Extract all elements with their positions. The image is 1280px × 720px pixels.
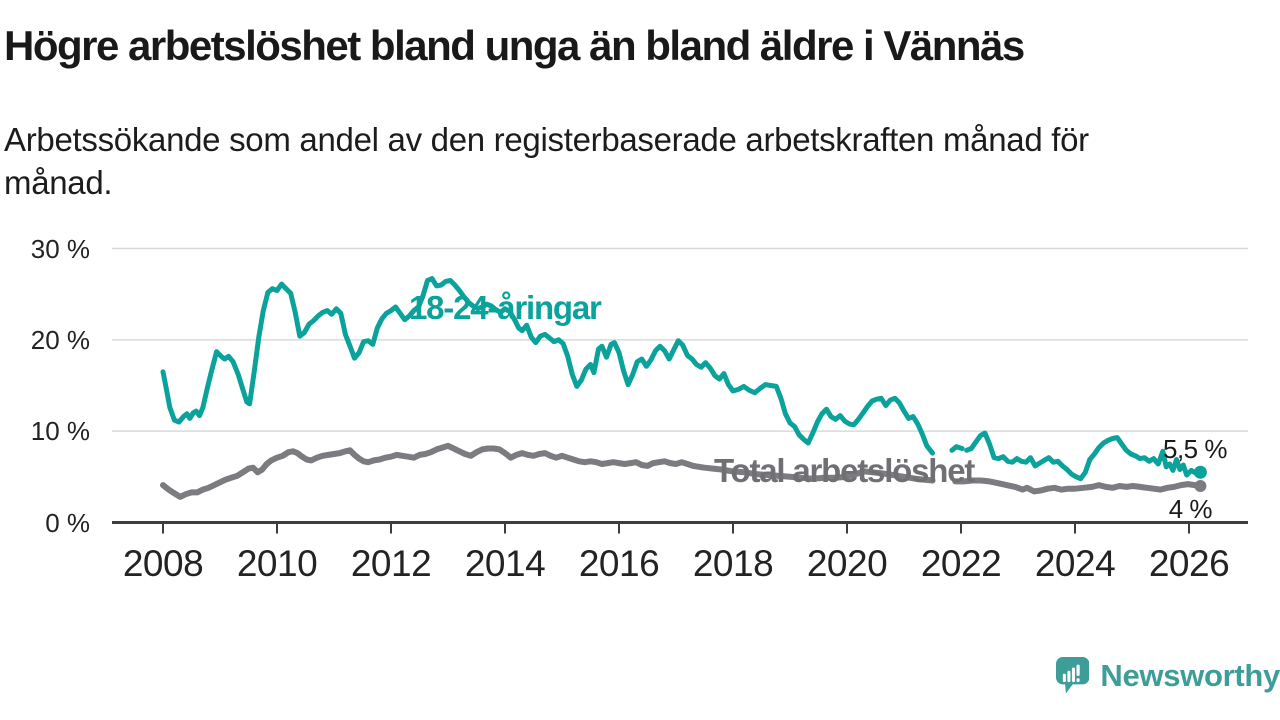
page-subtitle: Arbetssökande som andel av den registerb… — [4, 118, 1224, 204]
total-series-line-end-dot — [1194, 479, 1207, 492]
youth-end-value-label: 5,5 % — [1163, 434, 1228, 464]
page-title: Högre arbetslöshet bland unga än bland ä… — [4, 22, 1025, 69]
page-subtitle-line-1: Arbetssökande som andel av den registerb… — [4, 121, 1089, 158]
bar-chart-speech-bubble-icon — [1056, 657, 1090, 694]
youth-series-line-segment-1 — [160, 276, 935, 456]
youth-series-line-end-dot — [1193, 465, 1207, 479]
x-axis-label-2014: 2014 — [464, 543, 546, 584]
y-axis-label-30: 30 % — [30, 233, 90, 264]
x-axis-label-2016: 2016 — [578, 543, 660, 584]
newsworthy-logo-text: Newsworthy — [1100, 658, 1280, 693]
x-axis-label-2026: 2026 — [1148, 543, 1230, 584]
x-axis-label-2012: 2012 — [350, 543, 432, 584]
youth-series-line-segment-3 — [964, 430, 1203, 482]
page-subtitle-line-2: månad. — [4, 164, 113, 201]
total-series-line-segment-1 — [160, 442, 936, 500]
x-axis-label-2022: 2022 — [920, 543, 1002, 584]
x-axis-label-2024: 2024 — [1034, 543, 1116, 584]
y-axis-label-0: 0 % — [45, 507, 90, 538]
x-axis-label-2020: 2020 — [806, 543, 888, 584]
youth-series-line-segment-2 — [949, 444, 965, 453]
x-axis-label-2018: 2018 — [692, 543, 774, 584]
newsworthy-logo: Newsworthy — [1056, 650, 1280, 702]
y-axis-label-20: 20 % — [30, 324, 90, 355]
total-series-line-segment-2 — [952, 477, 1204, 495]
total-series-label: Total arbetslöshet — [714, 452, 975, 489]
youth-series-label: 18-24-åringar — [409, 289, 602, 326]
y-axis-label-10: 10 % — [30, 416, 90, 447]
x-axis-label-2010: 2010 — [236, 543, 318, 584]
total-end-value-label: 4 % — [1168, 494, 1213, 524]
x-axis-label-2008: 2008 — [122, 543, 204, 584]
